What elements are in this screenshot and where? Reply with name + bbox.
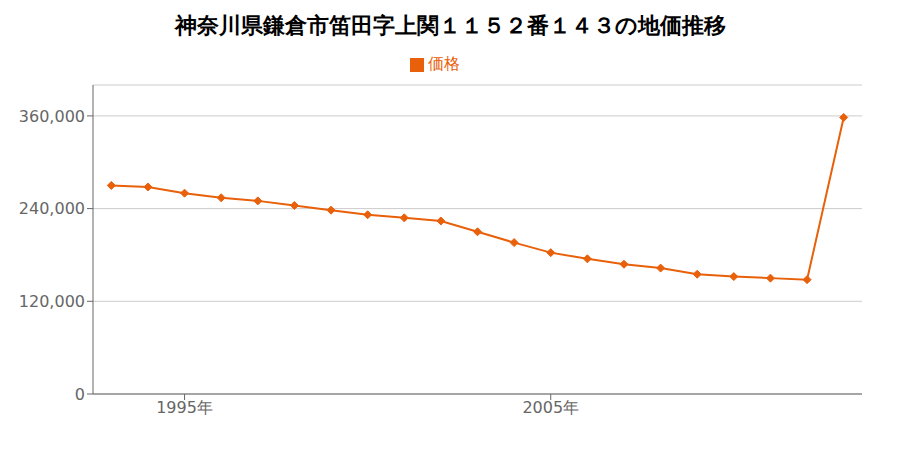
svg-text:240,000: 240,000 bbox=[19, 199, 85, 218]
svg-text:1995年: 1995年 bbox=[156, 398, 213, 417]
svg-text:360,000: 360,000 bbox=[19, 107, 85, 126]
svg-text:120,000: 120,000 bbox=[19, 292, 85, 311]
html-text:価格: 価格 bbox=[428, 54, 460, 73]
html-text:神奈川県鎌倉市笛田字上関１１５２番１４３の地価推移: 神奈川県鎌倉市笛田字上関１１５２番１４３の地価推移 bbox=[174, 13, 726, 38]
svg-text:2005年: 2005年 bbox=[522, 398, 579, 417]
svg-text:0: 0 bbox=[75, 385, 85, 404]
